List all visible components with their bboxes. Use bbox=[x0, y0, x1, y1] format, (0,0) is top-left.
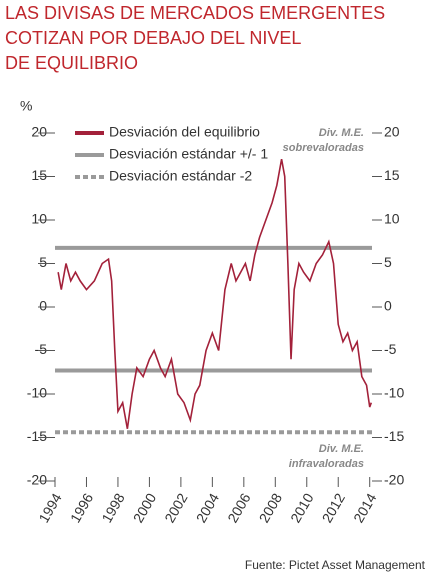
y2-tick-label: -20 bbox=[384, 472, 404, 488]
x-tick-label: 2002 bbox=[161, 490, 191, 525]
y-tick-label: 10 bbox=[31, 211, 47, 227]
x-tick-label: 2000 bbox=[130, 490, 160, 525]
x-tick-label: 1996 bbox=[67, 490, 97, 525]
y-tick-label: 20 bbox=[31, 124, 47, 140]
y-tick-label: -10 bbox=[27, 385, 47, 401]
y2-tick-label: 0 bbox=[384, 298, 392, 314]
chart-title: LAS DIVISAS DE MERCADOS EMERGENTES bbox=[5, 3, 385, 23]
annotation: sobrevaloradas bbox=[283, 142, 364, 154]
y-axis-label: % bbox=[20, 98, 32, 114]
legend-label: Desviación estándar -2 bbox=[109, 168, 252, 184]
legend-label: Desviación del equilibrio bbox=[109, 124, 260, 140]
chart-title: DE EQUILIBRIO bbox=[5, 53, 138, 73]
y2-tick-label: 20 bbox=[384, 124, 400, 140]
x-tick-label: 2004 bbox=[193, 490, 223, 525]
y2-tick-label: 5 bbox=[384, 254, 392, 270]
source: Fuente: Pictet Asset Management bbox=[245, 558, 426, 572]
data-line bbox=[57, 158, 373, 429]
y2-tick-label: -5 bbox=[384, 341, 397, 357]
x-tick-label: 2014 bbox=[350, 490, 380, 525]
annotation: Div. M.E. bbox=[319, 127, 364, 139]
y2-tick-label: -10 bbox=[384, 385, 404, 401]
y-tick-label: 0 bbox=[39, 298, 47, 314]
x-tick-label: 1994 bbox=[35, 490, 65, 525]
annotation: Div. M.E. bbox=[319, 443, 364, 455]
x-tick-label: 2012 bbox=[319, 490, 349, 525]
x-tick-label: 2006 bbox=[224, 490, 254, 525]
y-tick-label: -5 bbox=[35, 341, 48, 357]
y2-tick-label: 15 bbox=[384, 167, 400, 183]
x-tick-label: 2010 bbox=[287, 490, 317, 525]
y-tick-label: -15 bbox=[27, 428, 47, 444]
y2-tick-label: -15 bbox=[384, 428, 404, 444]
y-tick-label: 15 bbox=[31, 167, 47, 183]
y2-tick-label: 10 bbox=[384, 211, 400, 227]
x-tick-label: 2008 bbox=[256, 490, 286, 525]
chart-title: COTIZAN POR DEBAJO DEL NIVEL bbox=[5, 28, 301, 48]
y-tick-label: -20 bbox=[27, 472, 47, 488]
x-tick-label: 1998 bbox=[98, 490, 128, 525]
y-tick-label: 5 bbox=[39, 254, 47, 270]
legend-label: Desviación estándar +/- 1 bbox=[109, 146, 268, 162]
annotation: infravaloradas bbox=[289, 458, 364, 470]
